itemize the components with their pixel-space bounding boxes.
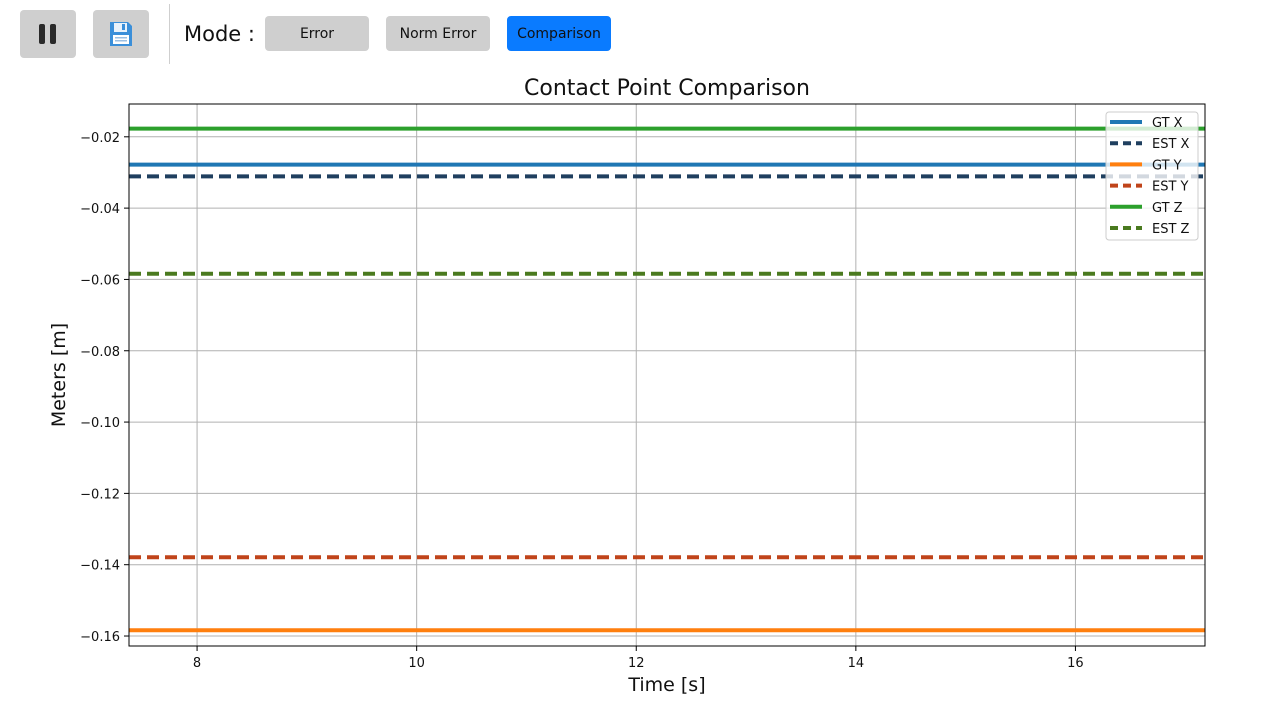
y-tick-label: −0.08 — [80, 345, 120, 360]
x-ticks: 8 10 12 14 16 — [193, 646, 1084, 671]
legend-label: EST Z — [1152, 222, 1190, 237]
series-lines — [129, 126, 1205, 633]
x-tick-label: 8 — [193, 656, 201, 671]
mode-comparison-button[interactable]: Comparison — [507, 16, 611, 51]
chart-area: Contact Point Comparison Time [s] Meters… — [0, 70, 1280, 720]
legend-box — [1105, 111, 1199, 241]
y-tick-label: −0.12 — [80, 487, 120, 502]
toolbar-divider — [169, 4, 170, 64]
legend-label: EST Y — [1152, 180, 1189, 195]
y-axis-label: Meters [m] — [48, 323, 70, 427]
legend-label: EST X — [1152, 137, 1190, 152]
y-tick-label: −0.14 — [80, 559, 120, 574]
mode-label: Mode : — [184, 22, 255, 46]
floppy-disk-icon — [110, 22, 132, 46]
x-tick-label: 16 — [1067, 656, 1084, 671]
legend-label: GT X — [1152, 116, 1183, 131]
y-tick-label: −0.02 — [80, 131, 120, 146]
pause-button[interactable] — [20, 10, 76, 58]
legend-label: GT Z — [1152, 201, 1183, 216]
y-tick-label: −0.06 — [80, 273, 120, 288]
comparison-chart: Contact Point Comparison Time [s] Meters… — [48, 76, 1206, 696]
chart-title: Contact Point Comparison — [524, 76, 810, 101]
y-tick-label: −0.04 — [80, 202, 120, 217]
x-tick-label: 12 — [628, 656, 645, 671]
x-tick-label: 14 — [848, 656, 865, 671]
y-ticks: −0.02 −0.04 −0.06 −0.08 −0.10 −0.12 −0.14 −0.16 — [80, 131, 129, 645]
x-tick-label: 10 — [408, 656, 425, 671]
pause-icon — [39, 24, 56, 44]
grid — [129, 104, 1205, 646]
y-tick-label: −0.16 — [80, 630, 120, 645]
legend: GT X EST X GT Y EST Y GT Z EST Z — [1105, 111, 1199, 241]
mode-norm-error-button[interactable]: Norm Error — [386, 16, 490, 51]
x-axis-label: Time [s] — [627, 674, 705, 696]
mode-error-button[interactable]: Error — [265, 16, 369, 51]
toolbar: Mode : Error Norm Error Comparison — [0, 0, 1280, 70]
save-button[interactable] — [93, 10, 149, 58]
plot-frame — [128, 103, 1206, 647]
legend-label: GT Y — [1152, 158, 1182, 173]
y-tick-label: −0.10 — [80, 416, 120, 431]
